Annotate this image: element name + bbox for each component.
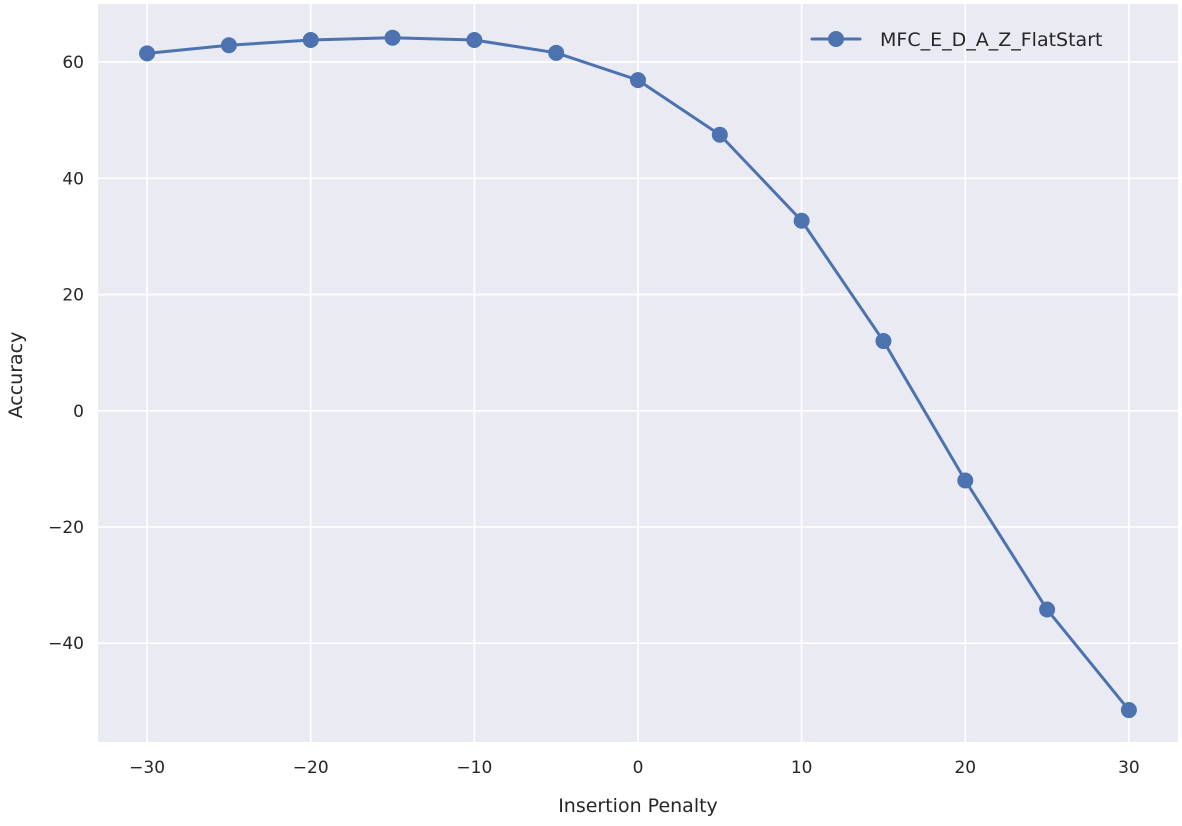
y-tick-label: 60 — [62, 53, 84, 73]
data-point — [957, 472, 974, 489]
data-point — [139, 45, 156, 62]
data-point — [1039, 601, 1056, 618]
y-tick-label: −20 — [48, 518, 84, 538]
tick-labels: −30 −20 −10 0 10 20 30 −40 −20 0 20 40 60 — [48, 53, 1140, 778]
x-tick-label: 30 — [1118, 758, 1140, 778]
x-tick-label: 20 — [954, 758, 976, 778]
y-axis-label: Accuracy — [5, 332, 27, 419]
data-point — [302, 32, 319, 49]
x-tick-label: −20 — [293, 758, 329, 778]
y-tick-label: 20 — [62, 286, 84, 306]
x-tick-label: −10 — [456, 758, 492, 778]
legend-dot-marker — [828, 31, 844, 47]
data-point — [548, 44, 565, 61]
data-point — [384, 29, 401, 46]
data-point — [711, 126, 728, 143]
data-point — [875, 333, 892, 350]
data-point — [466, 32, 483, 49]
data-point — [220, 37, 237, 54]
y-tick-label: −40 — [48, 634, 84, 654]
legend: MFC_E_D_A_Z_FlatStart — [810, 29, 1102, 51]
grid-lines — [98, 4, 1178, 742]
legend-label: MFC_E_D_A_Z_FlatStart — [880, 29, 1102, 51]
x-tick-label: −30 — [129, 758, 165, 778]
y-tick-label: 40 — [62, 169, 84, 189]
x-tick-label: 10 — [791, 758, 813, 778]
data-point — [793, 212, 810, 229]
y-tick-label: 0 — [73, 402, 84, 422]
data-point — [1120, 702, 1137, 719]
data-point — [630, 72, 646, 89]
x-axis-label: Insertion Penalty — [558, 795, 718, 817]
x-tick-label: 0 — [633, 758, 644, 778]
series-layer — [139, 29, 1137, 719]
